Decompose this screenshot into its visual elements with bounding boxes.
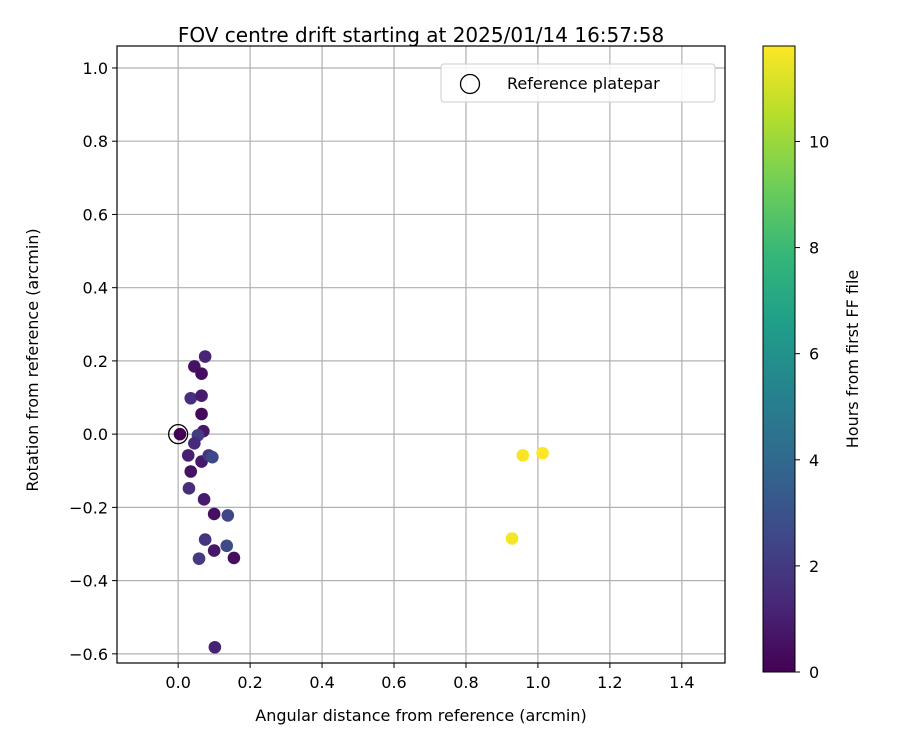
colorbar-label: Hours from first FF file [843,270,862,449]
data-point-19 [198,533,212,546]
legend: Reference platepar [440,63,716,103]
y-tick-label: −0.6 [69,645,108,664]
data-point-24 [208,640,222,654]
y-tick-label: 0.2 [83,352,108,371]
legend-entry-reference: Reference platepar [507,74,660,93]
data-point-16 [197,493,211,506]
y-tick-label: −0.4 [69,572,108,591]
data-point-6 [195,407,208,421]
x-tick-label: 0.2 [237,673,262,692]
colorbar-tick-label: 10 [809,132,829,151]
data-point-13 [206,450,219,464]
x-tick-label: 0.6 [381,673,406,692]
y-tick-label: 0.6 [83,205,108,224]
data-point-23 [227,551,241,565]
colorbar-tick-label: 0 [809,663,819,682]
data-point-21 [207,544,221,557]
y-tick-label: 0.4 [83,279,108,298]
data-point-17 [207,507,221,521]
x-tick-label: 1.4 [669,673,694,692]
y-axis-ticks: −0.6 −0.4 −0.2 0.0 0.2 0.4 0.6 0.8 1.0 [69,59,117,664]
data-point-15 [182,482,196,495]
x-tick-label: 0.0 [165,673,190,692]
legend-box [440,63,716,103]
data-point-25 [516,449,530,462]
data-point-4 [184,391,198,405]
colorbar [762,45,796,673]
data-point-22 [192,552,206,565]
colorbar-tick-label: 4 [809,451,819,470]
reference-platepar-marker [168,423,189,445]
x-tick-label: 1.2 [597,673,622,692]
data-point-18 [221,509,235,522]
x-tick-label: 1.0 [525,673,550,692]
data-point-10 [181,449,195,462]
data-point-20 [220,539,234,553]
data-points [173,350,549,654]
chart-title: FOV centre drift starting at 2025/01/14 … [178,23,664,47]
colorbar-tick-label: 2 [809,557,819,576]
data-point-9 [188,436,201,450]
grid [117,46,725,663]
colorbar-ticks: 0 2 4 6 8 10 [795,132,829,682]
data-point-0 [173,427,187,441]
y-tick-label: −0.2 [69,498,108,517]
y-tick-label: 0.0 [83,425,108,444]
x-tick-label: 0.4 [309,673,334,692]
data-point-5 [195,389,208,402]
reference-marker [168,423,189,445]
data-point-27 [505,532,519,545]
x-tick-label: 0.8 [453,673,478,692]
x-axis-ticks: 0.0 0.2 0.4 0.6 0.8 1.0 1.2 1.4 [165,663,695,692]
y-tick-label: 0.8 [83,132,108,151]
legend-reference-marker [459,73,481,95]
plot-frame [116,45,726,664]
data-point-14 [184,465,198,478]
x-axis-label: Angular distance from reference (arcmin) [255,706,586,725]
colorbar-tick-label: 8 [809,239,819,258]
y-axis-label: Rotation from reference (arcmin) [23,228,42,491]
data-point-3 [195,367,208,381]
data-point-2 [198,350,212,363]
y-tick-label: 1.0 [83,59,108,78]
data-point-26 [536,446,549,460]
colorbar-tick-label: 6 [809,345,819,364]
